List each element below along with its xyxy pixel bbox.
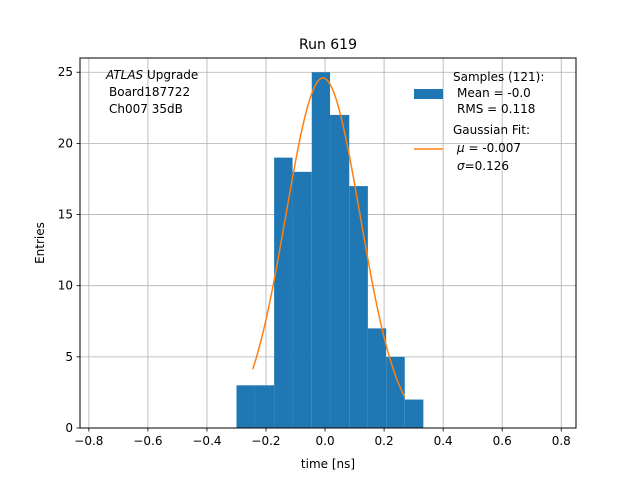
- histogram-bar: [386, 356, 405, 428]
- x-tick-label: −0.2: [251, 434, 280, 448]
- y-tick-label: 25: [58, 65, 73, 79]
- x-tick-label: −0.8: [74, 434, 103, 448]
- legend-mu-symbol: μ: [456, 141, 465, 155]
- histogram-bar: [236, 385, 255, 428]
- legend-fit-mu: μ = -0.007: [456, 141, 521, 155]
- x-axis-label: time [ns]: [301, 457, 355, 471]
- histogram-bar: [330, 114, 350, 428]
- x-tick-label: 0.0: [316, 434, 335, 448]
- annotation-line-3: Ch007 35dB: [109, 102, 183, 116]
- legend-fit-sigma: σ=0.126: [457, 159, 509, 173]
- legend-samples-title: Samples (121):: [453, 70, 544, 84]
- axis-ticks: −0.8 −0.6 −0.4 −0.2 0.0 0.2 0.4 0.6 0.8 0 5 10 15 20 2…: [58, 65, 571, 448]
- x-tick-label: 0.6: [493, 434, 512, 448]
- gaussian-fit: [251, 77, 406, 398]
- legend-sigma-symbol: σ: [457, 159, 465, 173]
- annotation-upgrade: Upgrade: [143, 68, 198, 82]
- x-tick-label: 0.4: [434, 434, 453, 448]
- y-axis-label: Entries: [33, 222, 47, 264]
- y-tick-label: 15: [58, 208, 73, 222]
- legend-mu-value: = -0.007: [465, 141, 521, 155]
- annotation-line-1: ATLAS Upgrade: [105, 68, 198, 82]
- histogram-bar: [367, 328, 387, 428]
- x-tick-label: 0.8: [552, 434, 571, 448]
- annotation-line-2: Board187722: [109, 85, 190, 99]
- histogram-bar: [292, 171, 312, 428]
- gaussian-fit-curve: [251, 77, 406, 398]
- legend-samples-swatch: [414, 89, 443, 99]
- plot-frame: [79, 57, 577, 429]
- histogram-bar: [274, 157, 293, 428]
- x-tick-label: −0.4: [192, 434, 221, 448]
- histogram-bars: [236, 72, 424, 428]
- legend-fit-title: Gaussian Fit:: [453, 123, 530, 137]
- annotation-atlas: ATLAS: [105, 68, 144, 82]
- histogram-bar: [254, 385, 275, 428]
- y-tick-label: 0: [65, 421, 73, 435]
- y-tick-label: 20: [58, 136, 73, 150]
- legend-sigma-value: =0.126: [465, 159, 509, 173]
- histogram-bar: [349, 186, 368, 428]
- legend-samples-rms: RMS = 0.118: [457, 102, 535, 116]
- chart-title: Run 619: [299, 37, 357, 53]
- y-tick-label: 5: [65, 350, 73, 364]
- histogram-bar: [404, 399, 424, 428]
- histogram-bar: [311, 72, 331, 428]
- atlas-annotation: ATLAS Upgrade Board187722 Ch007 35dB: [105, 68, 198, 116]
- legend: Samples (121): Mean = -0.0 RMS = 0.118 G…: [414, 70, 544, 173]
- y-tick-label: 10: [58, 279, 73, 293]
- x-tick-label: −0.6: [133, 434, 162, 448]
- x-tick-label: 0.2: [375, 434, 394, 448]
- legend-samples-mean: Mean = -0.0: [457, 86, 531, 100]
